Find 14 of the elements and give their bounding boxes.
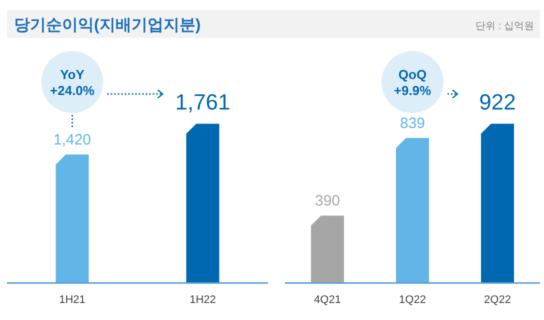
data-label: 922: [479, 90, 516, 115]
text: YoY +24.0%: [50, 67, 95, 98]
text: QoQ +9.9%: [394, 67, 432, 98]
x-tick-label: 2Q22: [484, 294, 511, 306]
data-label: 390: [314, 192, 340, 210]
chart-title: 당기순이익(지배기업지분): [14, 17, 201, 34]
x-tick-label: 1H21: [59, 294, 86, 306]
x-tick-label: 1Q22: [399, 294, 426, 306]
x-tick-label: 4Q21: [314, 294, 341, 306]
data-label: 1,420: [53, 132, 92, 149]
data-label: 839: [400, 115, 426, 132]
data-label: 1,761: [175, 90, 230, 115]
x-tick-label: 1H22: [190, 294, 216, 306]
chart-subtitle: 단위 : 십억원: [476, 21, 534, 32]
